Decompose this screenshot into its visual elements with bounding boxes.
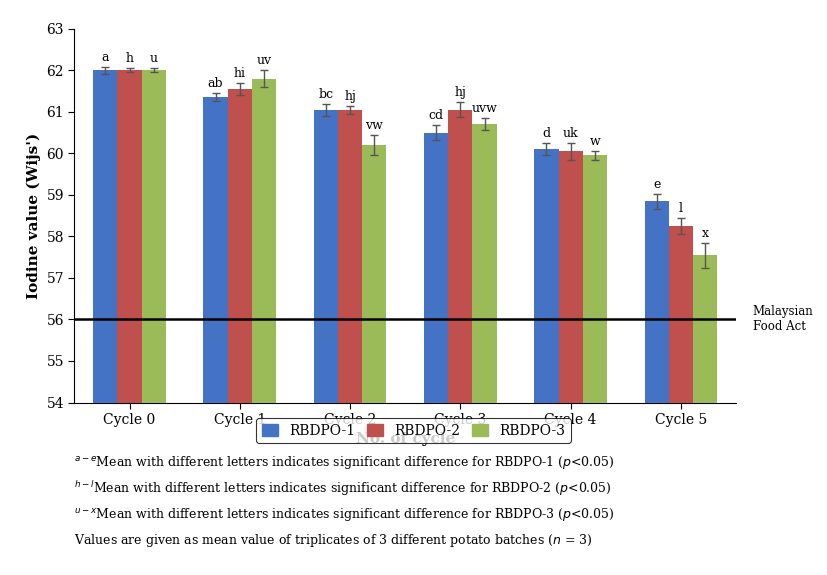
Text: cd: cd	[428, 109, 443, 122]
Bar	[448, 110, 472, 575]
Bar	[93, 70, 117, 575]
Text: l: l	[679, 202, 683, 215]
Text: $^{u-x}$Mean with different letters indicates significant difference for RBDPO-3: $^{u-x}$Mean with different letters indi…	[74, 506, 615, 523]
Text: h: h	[126, 52, 134, 66]
Text: w: w	[590, 135, 600, 148]
Text: vw: vw	[366, 119, 383, 132]
Text: e: e	[653, 178, 660, 191]
Bar	[141, 70, 166, 575]
Bar	[313, 110, 338, 575]
Bar	[669, 226, 693, 575]
Bar	[472, 124, 497, 575]
Bar	[644, 201, 669, 575]
Text: a: a	[102, 51, 109, 64]
Text: uv: uv	[256, 55, 271, 67]
Legend: RBDPO-1, RBDPO-2, RBDPO-3: RBDPO-1, RBDPO-2, RBDPO-3	[256, 418, 571, 443]
Text: ab: ab	[208, 77, 223, 90]
Bar	[227, 89, 252, 575]
Text: u: u	[150, 52, 158, 66]
Text: Values are given as mean value of triplicates of 3 different potato batches ($n$: Values are given as mean value of tripli…	[74, 532, 593, 549]
Bar	[558, 151, 583, 575]
Text: bc: bc	[318, 87, 333, 101]
Text: uvw: uvw	[471, 102, 498, 115]
Text: x: x	[701, 227, 709, 240]
Text: d: d	[543, 127, 551, 140]
Bar	[252, 79, 276, 575]
Bar	[583, 155, 607, 575]
Text: hj: hj	[344, 90, 356, 103]
Bar	[338, 110, 362, 575]
Text: hi: hi	[234, 67, 246, 80]
Bar	[203, 97, 227, 575]
Text: $^{a-e}$Mean with different letters indicates significant difference for RBDPO-1: $^{a-e}$Mean with different letters indi…	[74, 454, 615, 471]
Text: uk: uk	[563, 127, 578, 140]
Text: hj: hj	[454, 86, 466, 99]
Bar	[693, 255, 717, 575]
Text: Malaysian
Food Act: Malaysian Food Act	[753, 305, 813, 333]
X-axis label: No. of cycle: No. of cycle	[356, 432, 455, 446]
Bar	[117, 70, 141, 575]
Bar	[424, 133, 448, 575]
Bar	[362, 145, 386, 575]
Y-axis label: Iodine value (Wijs'): Iodine value (Wijs')	[26, 132, 41, 299]
Text: $^{h-l}$Mean with different letters indicates significant difference for RBDPO-2: $^{h-l}$Mean with different letters indi…	[74, 480, 612, 498]
Bar	[534, 149, 558, 575]
